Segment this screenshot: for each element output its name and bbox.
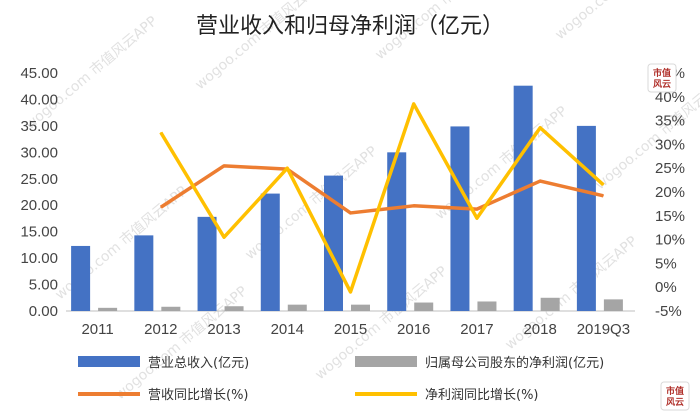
y-left-tick-label: 10.00	[20, 250, 58, 267]
net-profit-bar	[414, 302, 434, 311]
watermark-text: wogoo.com 市值风云APP	[112, 283, 251, 403]
net-profit-bar	[603, 299, 623, 311]
watermark-layer: wogoo.com 市值风云APP wogoo.com 市值风云APP wogoo.…	[22, 0, 700, 403]
profit-growth-point	[602, 184, 604, 186]
profit-growth-point	[413, 103, 415, 105]
x-tick-label: 2013	[207, 321, 240, 338]
x-tick-label: 2012	[144, 321, 177, 338]
legend-swatch	[78, 356, 140, 367]
x-tick-label: 2015	[334, 321, 367, 338]
profit-growth-line	[159, 102, 605, 294]
legend-label: 净利润同比增长(%)	[425, 388, 539, 403]
logo-line1: 市值	[666, 385, 684, 397]
revenue-growth-point	[350, 212, 351, 214]
y-left-tick-label: 30.00	[20, 144, 58, 161]
axes: 0.00 5.00 10.00 15.00 20.00 25.00 30.00 35.00 40…	[20, 65, 685, 338]
revenue-bar	[197, 216, 217, 311]
revenue-growth-point	[602, 195, 604, 197]
net-profit-bar	[540, 297, 560, 311]
y-right-tick-label: 0%	[655, 279, 677, 296]
legend-swatch	[355, 356, 417, 367]
revenue-growth-point	[223, 165, 225, 167]
y-left-tick-label: 0.00	[29, 303, 58, 320]
revenue-bar	[260, 193, 280, 311]
revenue-bar	[576, 125, 596, 311]
net-profit-bar	[98, 307, 118, 311]
profit-growth-point	[539, 127, 541, 129]
logo-line2: 风云	[653, 79, 671, 90]
y-right-tick-label: 20%	[655, 184, 685, 201]
revenue-growth-point	[539, 180, 541, 182]
y-right-tick-label: 40%	[655, 89, 685, 106]
legend: 营业总收入(亿元) 归属母公司股东的净利润(亿元) 营收同比增长(%) 净利润同比增长…	[78, 355, 604, 403]
y-left-tick-label: 40.00	[20, 91, 58, 108]
profit-growth-point	[476, 217, 478, 219]
y-left-tick-label: 5.00	[29, 277, 58, 294]
revenue-growth-point	[413, 205, 415, 207]
y-left-tick-label: 45.00	[20, 65, 58, 82]
y-left-tick-label: 25.00	[20, 171, 58, 188]
net-profit-bar	[161, 306, 181, 311]
y-right-tick-label: 25%	[655, 160, 685, 177]
revenue-bar	[71, 245, 91, 311]
x-tick-label: 2014	[271, 321, 304, 338]
profit-growth-point	[223, 236, 225, 238]
y-left-tick-label: 15.00	[20, 224, 58, 241]
logo-badge-top: 市值 风云	[647, 63, 677, 93]
net-profit-bar	[224, 306, 244, 311]
revenue-bar	[387, 152, 407, 311]
y-right-tick-label: 5%	[655, 255, 677, 272]
net-profit-bar	[477, 301, 497, 311]
logo-line1: 市值	[653, 67, 671, 79]
watermark-text: wogoo.com 市值风云APP	[552, 0, 691, 43]
line-series	[159, 102, 605, 294]
profit-growth-point	[160, 132, 162, 133]
x-tick-label: 2011	[81, 321, 113, 338]
revenue-growth-line	[159, 164, 604, 215]
x-tick-label: 2016	[397, 321, 430, 338]
y-left-tick-label: 20.00	[20, 197, 58, 214]
revenue-bar	[134, 235, 154, 311]
revenue-growth-point	[476, 208, 478, 210]
x-tick-label: 2019Q3	[577, 321, 630, 338]
revenue-bar	[513, 85, 533, 312]
y-left-tick-label: 35.00	[20, 118, 58, 135]
legend-label: 营业总收入(亿元)	[148, 356, 249, 371]
y-right-tick-label: 10%	[655, 232, 685, 249]
x-tick-label: 2018	[523, 321, 556, 338]
y-right-tick-label: 15%	[655, 208, 685, 225]
x-tick-label: 2017	[460, 321, 493, 338]
profit-growth-point	[286, 167, 288, 169]
legend-label: 营收同比增长(%)	[148, 388, 249, 403]
net-profit-bar	[287, 304, 307, 311]
revenue-bar	[324, 175, 343, 311]
logo-line2: 风云	[666, 397, 684, 408]
revenue-bar	[450, 126, 470, 311]
net-profit-bar	[351, 304, 370, 311]
y-right-tick-label: 30%	[655, 136, 685, 153]
y-right-tick-label: -5%	[655, 303, 682, 320]
logo-badge-bottom: 市值 风云	[660, 381, 690, 411]
chart-title: 营业收入和归母净利润（亿元）	[196, 14, 504, 39]
profit-growth-point	[350, 291, 351, 293]
revenue-growth-point	[160, 206, 162, 208]
legend-label: 归属母公司股东的净利润(亿元)	[425, 355, 604, 371]
y-right-tick-label: 35%	[655, 113, 685, 130]
